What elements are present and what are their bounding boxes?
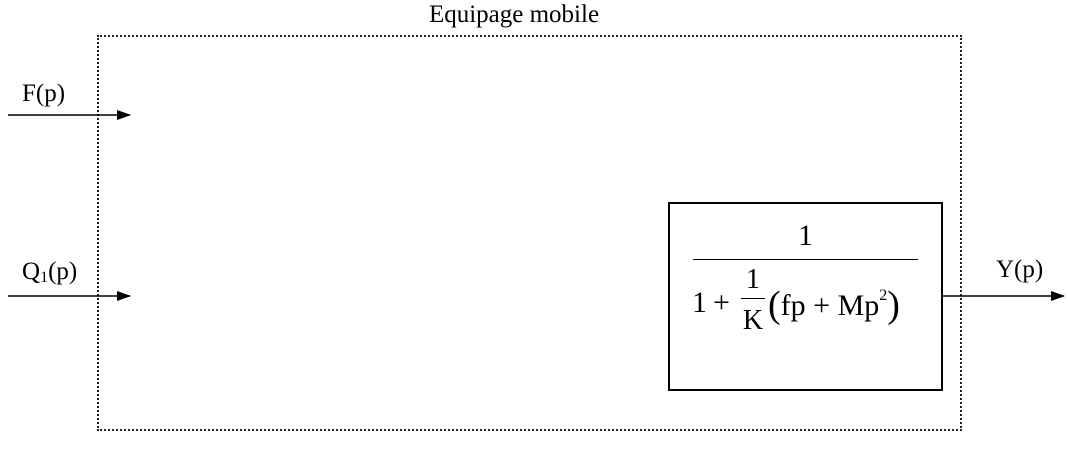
transfer-function-block bbox=[668, 202, 943, 391]
diagram-title: Equipage mobile bbox=[428, 1, 600, 28]
tf-fraction-bar bbox=[693, 259, 918, 260]
gain-fraction-bar bbox=[741, 298, 765, 299]
q-main: Q bbox=[22, 258, 41, 285]
output-label-y: Y(p) bbox=[996, 256, 1044, 283]
gain-numerator: 1 bbox=[746, 264, 760, 295]
input-label-f: F(p) bbox=[22, 80, 66, 107]
paren-body: fp + Mp bbox=[780, 289, 880, 322]
gain-denominator-k: K bbox=[742, 305, 764, 336]
q-tail: (p) bbox=[48, 258, 78, 285]
tf-numerator: 1 bbox=[798, 219, 813, 252]
input-label-q1: Q1(p) bbox=[22, 258, 77, 289]
tf-denominator-one: 1 bbox=[692, 286, 707, 319]
tf-paren-expression: (fp + Mp2) bbox=[768, 280, 900, 326]
exponent: 2 bbox=[879, 287, 888, 304]
tf-denominator-plus: + bbox=[713, 286, 730, 319]
system-boundary-box bbox=[97, 35, 962, 431]
close-paren: ) bbox=[887, 284, 900, 326]
q-subscript: 1 bbox=[40, 269, 49, 286]
open-paren: ( bbox=[768, 284, 781, 326]
